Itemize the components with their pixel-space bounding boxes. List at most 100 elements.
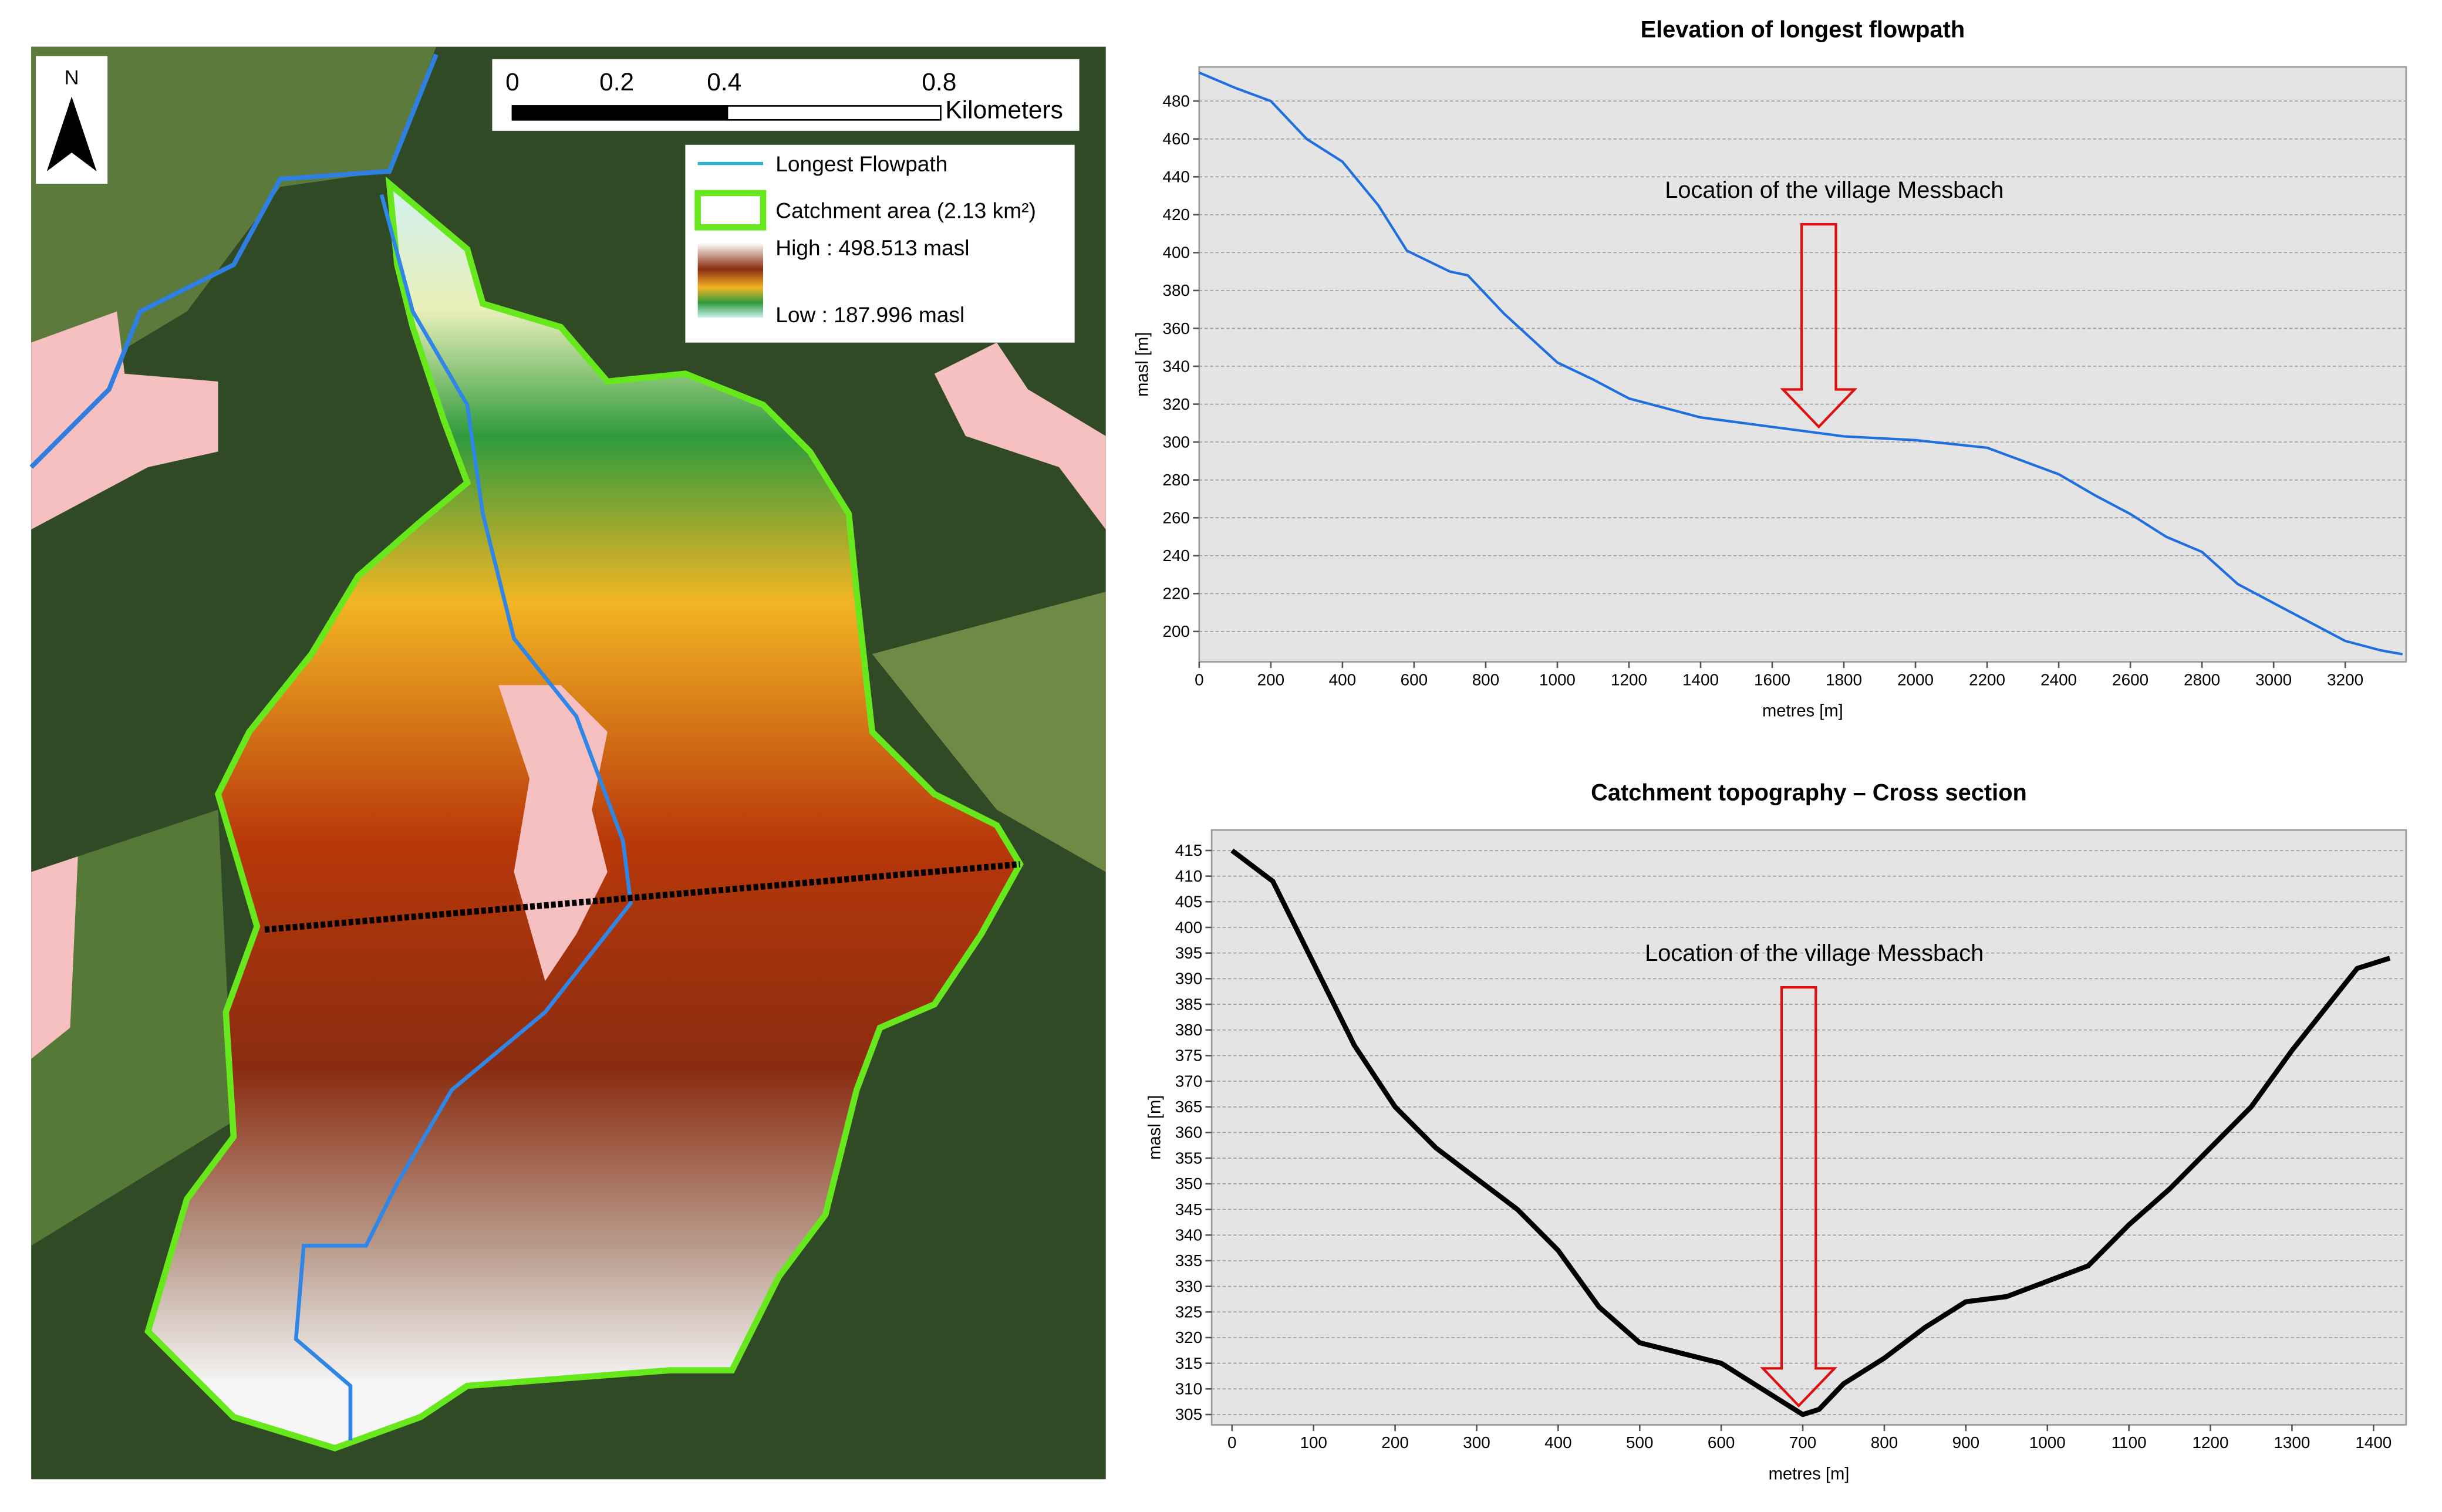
x-tick-label: 600 [1401, 670, 1428, 689]
annotation: Location of the village Messbach [1645, 940, 1984, 966]
y-tick-label: 360 [1175, 1123, 1202, 1142]
x-tick-label: 400 [1329, 670, 1356, 689]
y-tick-label: 380 [1162, 281, 1189, 299]
y-tick-label: 355 [1175, 1149, 1202, 1167]
north-label: N [65, 66, 79, 89]
y-tick-label: 200 [1162, 622, 1189, 640]
scale-label: 0.8 [922, 68, 956, 96]
scale-bar-light [726, 105, 942, 121]
x-tick-label: 1600 [1754, 670, 1790, 689]
y-tick-label: 310 [1175, 1380, 1202, 1398]
x-tick-label: 900 [1952, 1433, 1979, 1452]
x-tick-label: 1800 [1826, 670, 1862, 689]
x-tick-label: 1400 [1682, 670, 1719, 689]
y-tick-label: 340 [1175, 1226, 1202, 1244]
legend-catchment-symbol [694, 190, 767, 231]
settlement [31, 856, 78, 1059]
y-tick-label: 335 [1175, 1251, 1202, 1270]
y-tick-label: 360 [1162, 319, 1189, 338]
x-tick-label: 2600 [2112, 670, 2148, 689]
plot-area [1210, 829, 2407, 1426]
chart: Catchment topography – Cross section 305 3… [1146, 780, 2407, 1483]
scale-unit: Kilometers [945, 96, 1063, 124]
y-tick-label: 350 [1175, 1174, 1202, 1193]
x-tick-label: 200 [1257, 670, 1284, 689]
x-tick-label: 800 [1871, 1433, 1898, 1452]
y-tick-label: 305 [1175, 1405, 1202, 1423]
map: N 0 0.2 0.4 0.8 Kilometers Longest Flowp… [29, 46, 1106, 1480]
x-tick-label: 500 [1626, 1433, 1653, 1452]
y-tick-label: 375 [1175, 1047, 1202, 1065]
x-tick-label: 0 [1227, 1433, 1237, 1452]
settlement [934, 342, 1106, 529]
y-tick-label: 345 [1175, 1200, 1202, 1219]
legend-catchment: Catchment area (2.13 km²) [775, 198, 1036, 222]
y-tick-label: 440 [1162, 168, 1189, 186]
x-tick-label: 2000 [1897, 670, 1934, 689]
y-tick-label: 320 [1175, 1328, 1202, 1346]
x-tick-label: 1000 [2029, 1433, 2066, 1452]
y-tick-label: 220 [1162, 585, 1189, 603]
scale-label: 0.4 [707, 68, 741, 96]
legend-elevation-ramp [697, 242, 764, 318]
cross-section-line [264, 861, 1021, 933]
y-tick-label: 320 [1162, 395, 1189, 413]
data-line [1230, 848, 2391, 1418]
y-tick-label: 240 [1162, 546, 1189, 565]
x-tick-label: 200 [1381, 1433, 1408, 1452]
x-tick-label: 1300 [2274, 1433, 2310, 1452]
y-tick-label: 365 [1175, 1098, 1202, 1116]
data-line [1199, 71, 2403, 656]
x-tick-label: 1000 [1539, 670, 1576, 689]
annotation-arrow [1760, 986, 1838, 1408]
y-tick-label: 420 [1162, 205, 1189, 224]
x-tick-label: 1400 [2355, 1433, 2392, 1452]
x-tick-label: 300 [1463, 1433, 1490, 1452]
y-tick-label: 280 [1162, 471, 1189, 489]
y-tick-label: 325 [1175, 1303, 1202, 1321]
x-tick-label: 2200 [1969, 670, 2005, 689]
y-tick-label: 315 [1175, 1354, 1202, 1372]
x-tick-label: 800 [1472, 670, 1499, 689]
y-tick-label: 395 [1175, 944, 1202, 962]
chart-title: Elevation of longest flowpath [1641, 17, 1965, 43]
x-tick-label: 1100 [2112, 1433, 2147, 1452]
y-tick-label: 340 [1162, 357, 1189, 375]
y-tick-label: 400 [1175, 918, 1202, 936]
legend-high: High : 498.513 masl [775, 235, 969, 260]
x-tick-label: 3200 [2327, 670, 2363, 689]
longest-flowpath [294, 194, 633, 1440]
field-area [31, 809, 234, 1246]
y-tick-label: 480 [1162, 92, 1189, 110]
y-tick-label: 415 [1175, 841, 1202, 859]
x-tick-label: 100 [1300, 1433, 1327, 1452]
y-tick-label: 385 [1175, 995, 1202, 1013]
field-area [31, 46, 436, 405]
y-tick-label: 380 [1175, 1021, 1202, 1039]
legend-flowpath: Longest Flowpath [775, 151, 947, 176]
scale-bar-dark [511, 105, 728, 121]
north-arrow [46, 96, 97, 171]
x-tick-label: 0 [1195, 670, 1204, 689]
x-axis-label: metres [m] [1762, 701, 1843, 720]
x-tick-label: 1200 [2193, 1433, 2229, 1452]
y-tick-label: 390 [1175, 970, 1202, 988]
y-tick-label: 410 [1175, 867, 1202, 885]
y-tick-label: 400 [1162, 244, 1189, 262]
field-area [872, 592, 1106, 872]
legend-low: Low : 187.996 masl [775, 302, 964, 327]
y-tick-label: 260 [1162, 508, 1189, 526]
x-tick-label: 3000 [2255, 670, 2292, 689]
x-tick-label: 600 [1708, 1433, 1735, 1452]
chart-title: Catchment topography – Cross section [1591, 780, 2027, 806]
x-axis-label: metres [m] [1769, 1464, 1850, 1483]
x-tick-label: 2400 [2040, 670, 2077, 689]
x-tick-label: 1200 [1611, 670, 1647, 689]
scale-label: 0 [505, 68, 520, 96]
y-tick-label: 300 [1162, 433, 1189, 451]
settlement [31, 311, 218, 529]
annotation: Location of the village Messbach [1665, 177, 2003, 203]
y-axis-label: masl [m] [1133, 332, 1152, 397]
